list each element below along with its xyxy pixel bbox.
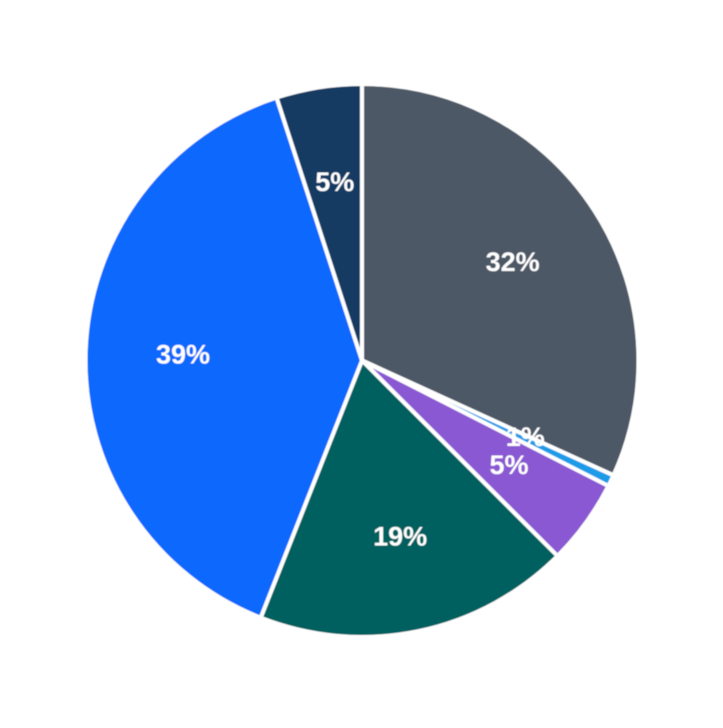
svg-text:1%: 1% bbox=[506, 422, 545, 452]
svg-text:32%: 32% bbox=[486, 247, 540, 277]
svg-text:19%: 19% bbox=[373, 522, 427, 552]
svg-text:5%: 5% bbox=[315, 167, 354, 197]
svg-text:5%: 5% bbox=[489, 450, 528, 480]
svg-text:39%: 39% bbox=[156, 339, 210, 369]
